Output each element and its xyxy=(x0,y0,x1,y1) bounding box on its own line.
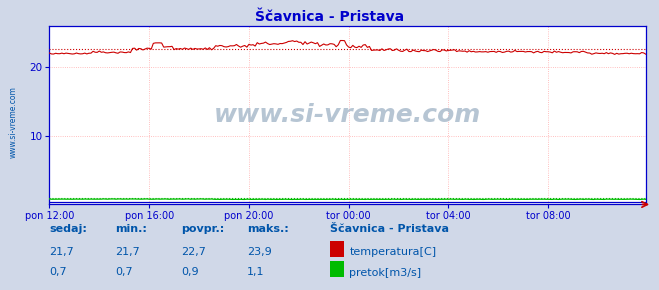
Text: pretok[m3/s]: pretok[m3/s] xyxy=(349,267,421,278)
Text: temperatura[C]: temperatura[C] xyxy=(349,247,436,257)
Text: maks.:: maks.: xyxy=(247,224,289,234)
Text: 1,1: 1,1 xyxy=(247,267,265,278)
Text: 23,9: 23,9 xyxy=(247,247,272,257)
Text: www.si-vreme.com: www.si-vreme.com xyxy=(214,103,481,127)
Text: min.:: min.: xyxy=(115,224,147,234)
Text: 21,7: 21,7 xyxy=(115,247,140,257)
Text: 0,7: 0,7 xyxy=(115,267,133,278)
Text: 22,7: 22,7 xyxy=(181,247,206,257)
Text: 0,7: 0,7 xyxy=(49,267,67,278)
Text: povpr.:: povpr.: xyxy=(181,224,225,234)
Text: 0,9: 0,9 xyxy=(181,267,199,278)
Text: 21,7: 21,7 xyxy=(49,247,74,257)
Text: www.si-vreme.com: www.si-vreme.com xyxy=(9,86,18,158)
Text: Ščavnica - Pristava: Ščavnica - Pristava xyxy=(255,10,404,24)
Text: Ščavnica - Pristava: Ščavnica - Pristava xyxy=(330,224,449,234)
Text: sedaj:: sedaj: xyxy=(49,224,87,234)
